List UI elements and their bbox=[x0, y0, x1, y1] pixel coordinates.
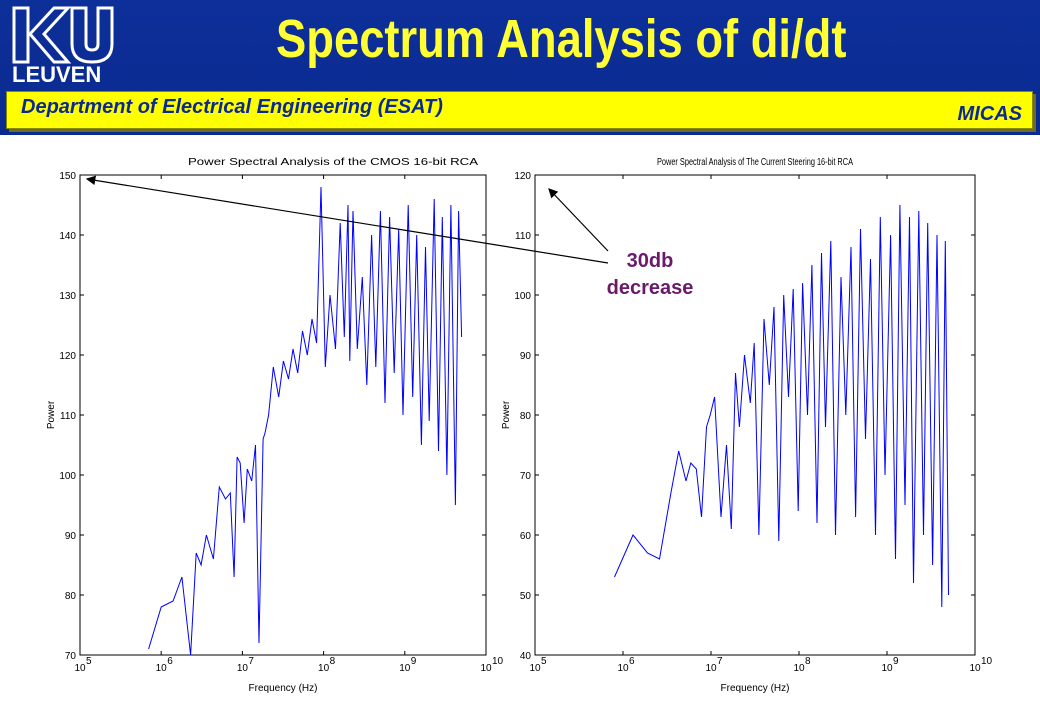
annotation-line-2: decrease bbox=[606, 277, 694, 299]
y-tick-label: 70 bbox=[65, 651, 77, 662]
y-tick-label: 150 bbox=[59, 171, 76, 182]
y-tick-label: 90 bbox=[520, 351, 532, 362]
x-tick-exponent: 9 bbox=[411, 656, 417, 667]
y-tick-label: 80 bbox=[65, 591, 77, 602]
x-tick-exponent: 10 bbox=[981, 656, 993, 667]
x-tick-label: 10 bbox=[529, 663, 541, 674]
spectrum-charts: Power Spectral Analysis of the CMOS 16-b… bbox=[46, 157, 993, 694]
y-tick-label: 120 bbox=[514, 171, 531, 182]
y-axis-label: Power bbox=[46, 400, 57, 429]
header-bar: LEUVEN Spectrum Analysis of di/dt Depart… bbox=[0, 0, 1040, 135]
y-tick-label: 80 bbox=[520, 411, 532, 422]
x-tick-label: 10 bbox=[399, 663, 411, 674]
chart-title: Power Spectral Analysis of The Current S… bbox=[657, 157, 853, 168]
x-tick-exponent: 9 bbox=[893, 656, 899, 667]
page-title: Spectrum Analysis of di/dt bbox=[276, 9, 847, 69]
department-banner: Department of Electrical Engineering (ES… bbox=[6, 91, 1033, 129]
annotation-arrow-2 bbox=[548, 188, 609, 252]
y-tick-label: 50 bbox=[520, 591, 532, 602]
x-axis-label: Frequency (Hz) bbox=[721, 683, 790, 694]
y-tick-label: 130 bbox=[59, 291, 76, 302]
x-tick-exponent: 5 bbox=[86, 656, 92, 667]
x-tick-label: 10 bbox=[705, 663, 717, 674]
y-tick-label: 140 bbox=[59, 231, 76, 242]
x-tick-exponent: 6 bbox=[629, 656, 635, 667]
x-tick-label: 10 bbox=[617, 663, 629, 674]
x-tick-exponent: 10 bbox=[492, 656, 504, 667]
x-tick-label: 10 bbox=[480, 663, 492, 674]
x-tick-exponent: 8 bbox=[805, 656, 811, 667]
x-tick-label: 10 bbox=[318, 663, 330, 674]
chart-2: Power Spectral Analysis of The Current S… bbox=[501, 157, 993, 694]
y-tick-label: 60 bbox=[520, 531, 532, 542]
annotation-line-1: 30db bbox=[626, 250, 674, 272]
x-tick-label: 10 bbox=[156, 663, 168, 674]
y-tick-label: 120 bbox=[59, 351, 76, 362]
ku-leuven-logo-icon bbox=[12, 6, 114, 64]
x-tick-exponent: 7 bbox=[717, 656, 723, 667]
x-tick-label: 10 bbox=[969, 663, 981, 674]
chart-title: Power Spectral Analysis of the CMOS 16-b… bbox=[188, 157, 478, 168]
x-tick-label: 10 bbox=[237, 663, 249, 674]
chart-1: Power Spectral Analysis of the CMOS 16-b… bbox=[46, 157, 504, 694]
x-tick-label: 10 bbox=[74, 663, 86, 674]
logo-text: LEUVEN bbox=[12, 62, 102, 87]
department-label: Department of Electrical Engineering (ES… bbox=[21, 96, 443, 118]
annotation-arrow-1 bbox=[85, 175, 609, 264]
x-tick-exponent: 7 bbox=[248, 656, 254, 667]
y-tick-label: 70 bbox=[520, 471, 532, 482]
x-tick-exponent: 6 bbox=[167, 656, 173, 667]
series-line bbox=[148, 186, 463, 656]
x-axis-label: Frequency (Hz) bbox=[249, 683, 318, 694]
y-tick-label: 110 bbox=[515, 231, 531, 242]
series-line bbox=[614, 204, 949, 608]
y-tick-label: 40 bbox=[520, 651, 532, 662]
group-label: MICAS bbox=[957, 103, 1022, 125]
y-tick-label: 90 bbox=[65, 531, 77, 542]
x-tick-label: 10 bbox=[793, 663, 805, 674]
annotation-30db-decrease: 30db decrease bbox=[595, 248, 705, 302]
x-tick-exponent: 5 bbox=[541, 656, 547, 667]
y-axis-label: Power bbox=[501, 400, 512, 429]
y-tick-label: 110 bbox=[60, 411, 76, 422]
x-tick-exponent: 8 bbox=[330, 656, 336, 667]
y-tick-label: 100 bbox=[59, 471, 76, 482]
y-tick-label: 100 bbox=[514, 291, 531, 302]
x-tick-label: 10 bbox=[881, 663, 893, 674]
